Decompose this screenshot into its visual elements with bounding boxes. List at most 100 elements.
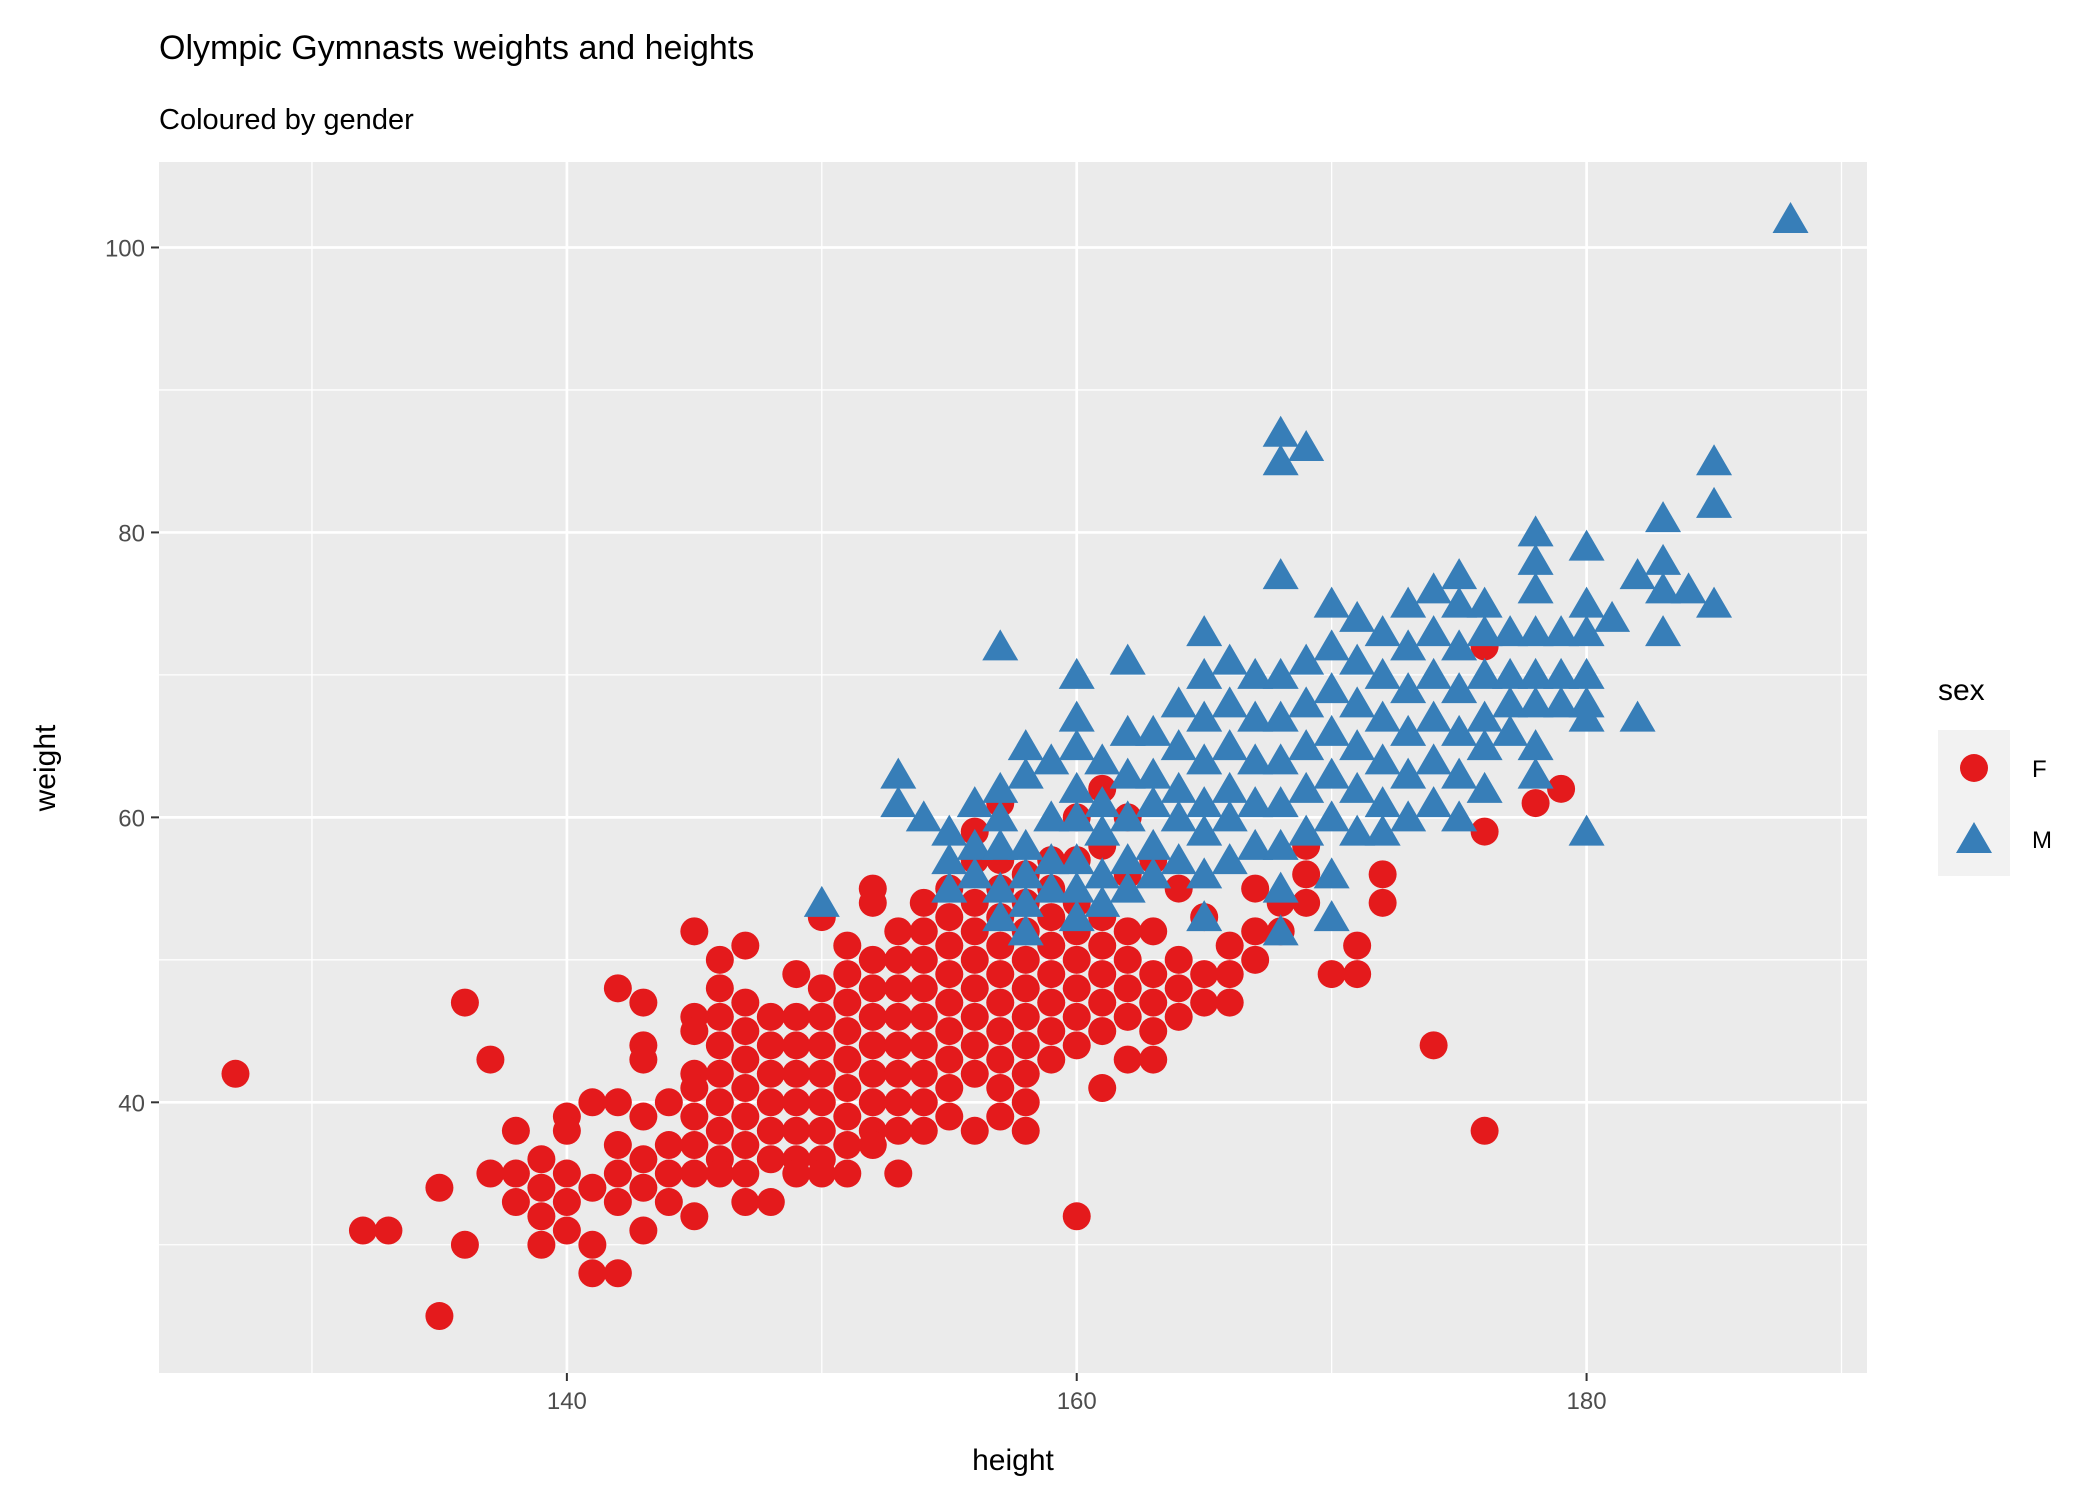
data-point-f [705,1002,734,1031]
data-point-f [629,988,658,1017]
data-point-m [1313,757,1350,789]
data-point-m [1262,558,1299,590]
data-point-f [1011,945,1040,974]
data-point-m [1441,672,1478,704]
data-point-f [731,1159,760,1188]
data-point-m [1466,615,1503,647]
data-point-f [1215,960,1244,989]
data-point-m [1007,885,1044,917]
data-point-m [982,771,1019,803]
data-point-m [1517,615,1554,647]
data-point-m [1645,501,1682,533]
data-point-f [833,1159,862,1188]
data-point-f [629,1173,658,1202]
data-point-m [1160,771,1197,803]
data-point-m [1415,657,1452,689]
data-point-m [1339,686,1376,718]
data-point-f [731,1188,760,1217]
data-point-m [1670,572,1707,604]
data-point-m [1288,429,1325,461]
data-point-f [603,1088,632,1117]
data-point-f [884,945,913,974]
data-point-m [1390,800,1427,832]
legend-key-m [1956,822,1992,853]
data-point-f [960,1059,989,1088]
data-point-f [858,1002,887,1031]
data-point-f [1292,860,1321,889]
data-point-f [603,1259,632,1288]
data-point-m [1160,729,1197,761]
data-point-m [1466,586,1503,618]
data-point-f [1113,1045,1142,1074]
data-point-f [833,1102,862,1131]
data-point-m [1262,786,1299,818]
legend-key-background [1938,730,2010,876]
data-point-f [705,1031,734,1060]
data-point-m [1186,814,1223,846]
data-point-f [527,1145,556,1174]
data-point-f [986,1045,1015,1074]
data-point-m [1237,828,1274,860]
data-point-f [654,1088,683,1117]
data-point-m [1568,814,1605,846]
data-point-m [905,800,942,832]
data-point-f [807,1059,836,1088]
data-point-m [1186,615,1223,647]
data-point-f [1190,960,1219,989]
data-point-m [1517,729,1554,761]
data-point-f [909,1116,938,1145]
data-point-m [1441,629,1478,661]
data-point-f [552,1159,581,1188]
data-point-f [756,1088,785,1117]
data-point-f [654,1159,683,1188]
data-point-f [1088,988,1117,1017]
data-point-f [629,1045,658,1074]
data-point-f [884,1002,913,1031]
data-point-f [858,945,887,974]
data-point-m [1415,743,1452,775]
data-point-f [1368,860,1397,889]
data-point-m [1492,714,1529,746]
data-point-f [527,1230,556,1259]
data-point-f [221,1059,250,1088]
data-point-f [756,1059,785,1088]
data-point-f [603,1159,632,1188]
data-point-m [1364,700,1401,732]
data-point-f [1113,945,1142,974]
data-point-f [731,988,760,1017]
data-point-m [1007,828,1044,860]
data-point-m [1517,572,1554,604]
data-point-f [705,1088,734,1117]
data-point-f [680,1102,709,1131]
data-point-m [1441,757,1478,789]
data-point-f [807,1002,836,1031]
data-point-m [1058,900,1095,932]
data-point-m [1466,700,1503,732]
data-point-m [1135,757,1172,789]
data-point-f [1139,960,1168,989]
data-point-f [909,888,938,917]
data-point-f [705,1059,734,1088]
data-point-f [680,1202,709,1231]
data-point-f [833,988,862,1017]
data-point-f [1062,1202,1091,1231]
data-point-f [552,1116,581,1145]
data-point-f [1088,1074,1117,1103]
data-point-m [1390,714,1427,746]
data-point-m [1568,700,1605,732]
data-point-m [1313,629,1350,661]
data-point-m [1390,672,1427,704]
data-point-m [1364,615,1401,647]
data-point-m [1058,800,1095,832]
data-point-m [1211,643,1248,675]
data-point-f [1011,974,1040,1003]
data-point-m [1543,686,1580,718]
data-point-m [1390,629,1427,661]
data-point-f [1037,1045,1066,1074]
data-point-f [807,1088,836,1117]
data-point-m [1033,871,1070,903]
data-point-m [1339,771,1376,803]
data-point-f [782,1031,811,1060]
data-point-f [1139,1017,1168,1046]
data-point-f [986,1017,1015,1046]
